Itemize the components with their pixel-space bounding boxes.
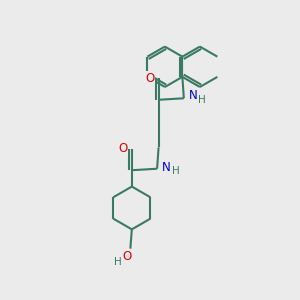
Text: N: N <box>162 161 170 174</box>
Text: N: N <box>188 89 197 102</box>
Text: H: H <box>114 257 122 267</box>
Text: O: O <box>145 72 154 85</box>
Text: H: H <box>172 166 179 176</box>
Text: H: H <box>198 95 206 105</box>
Text: O: O <box>123 250 132 263</box>
Text: O: O <box>118 142 128 155</box>
